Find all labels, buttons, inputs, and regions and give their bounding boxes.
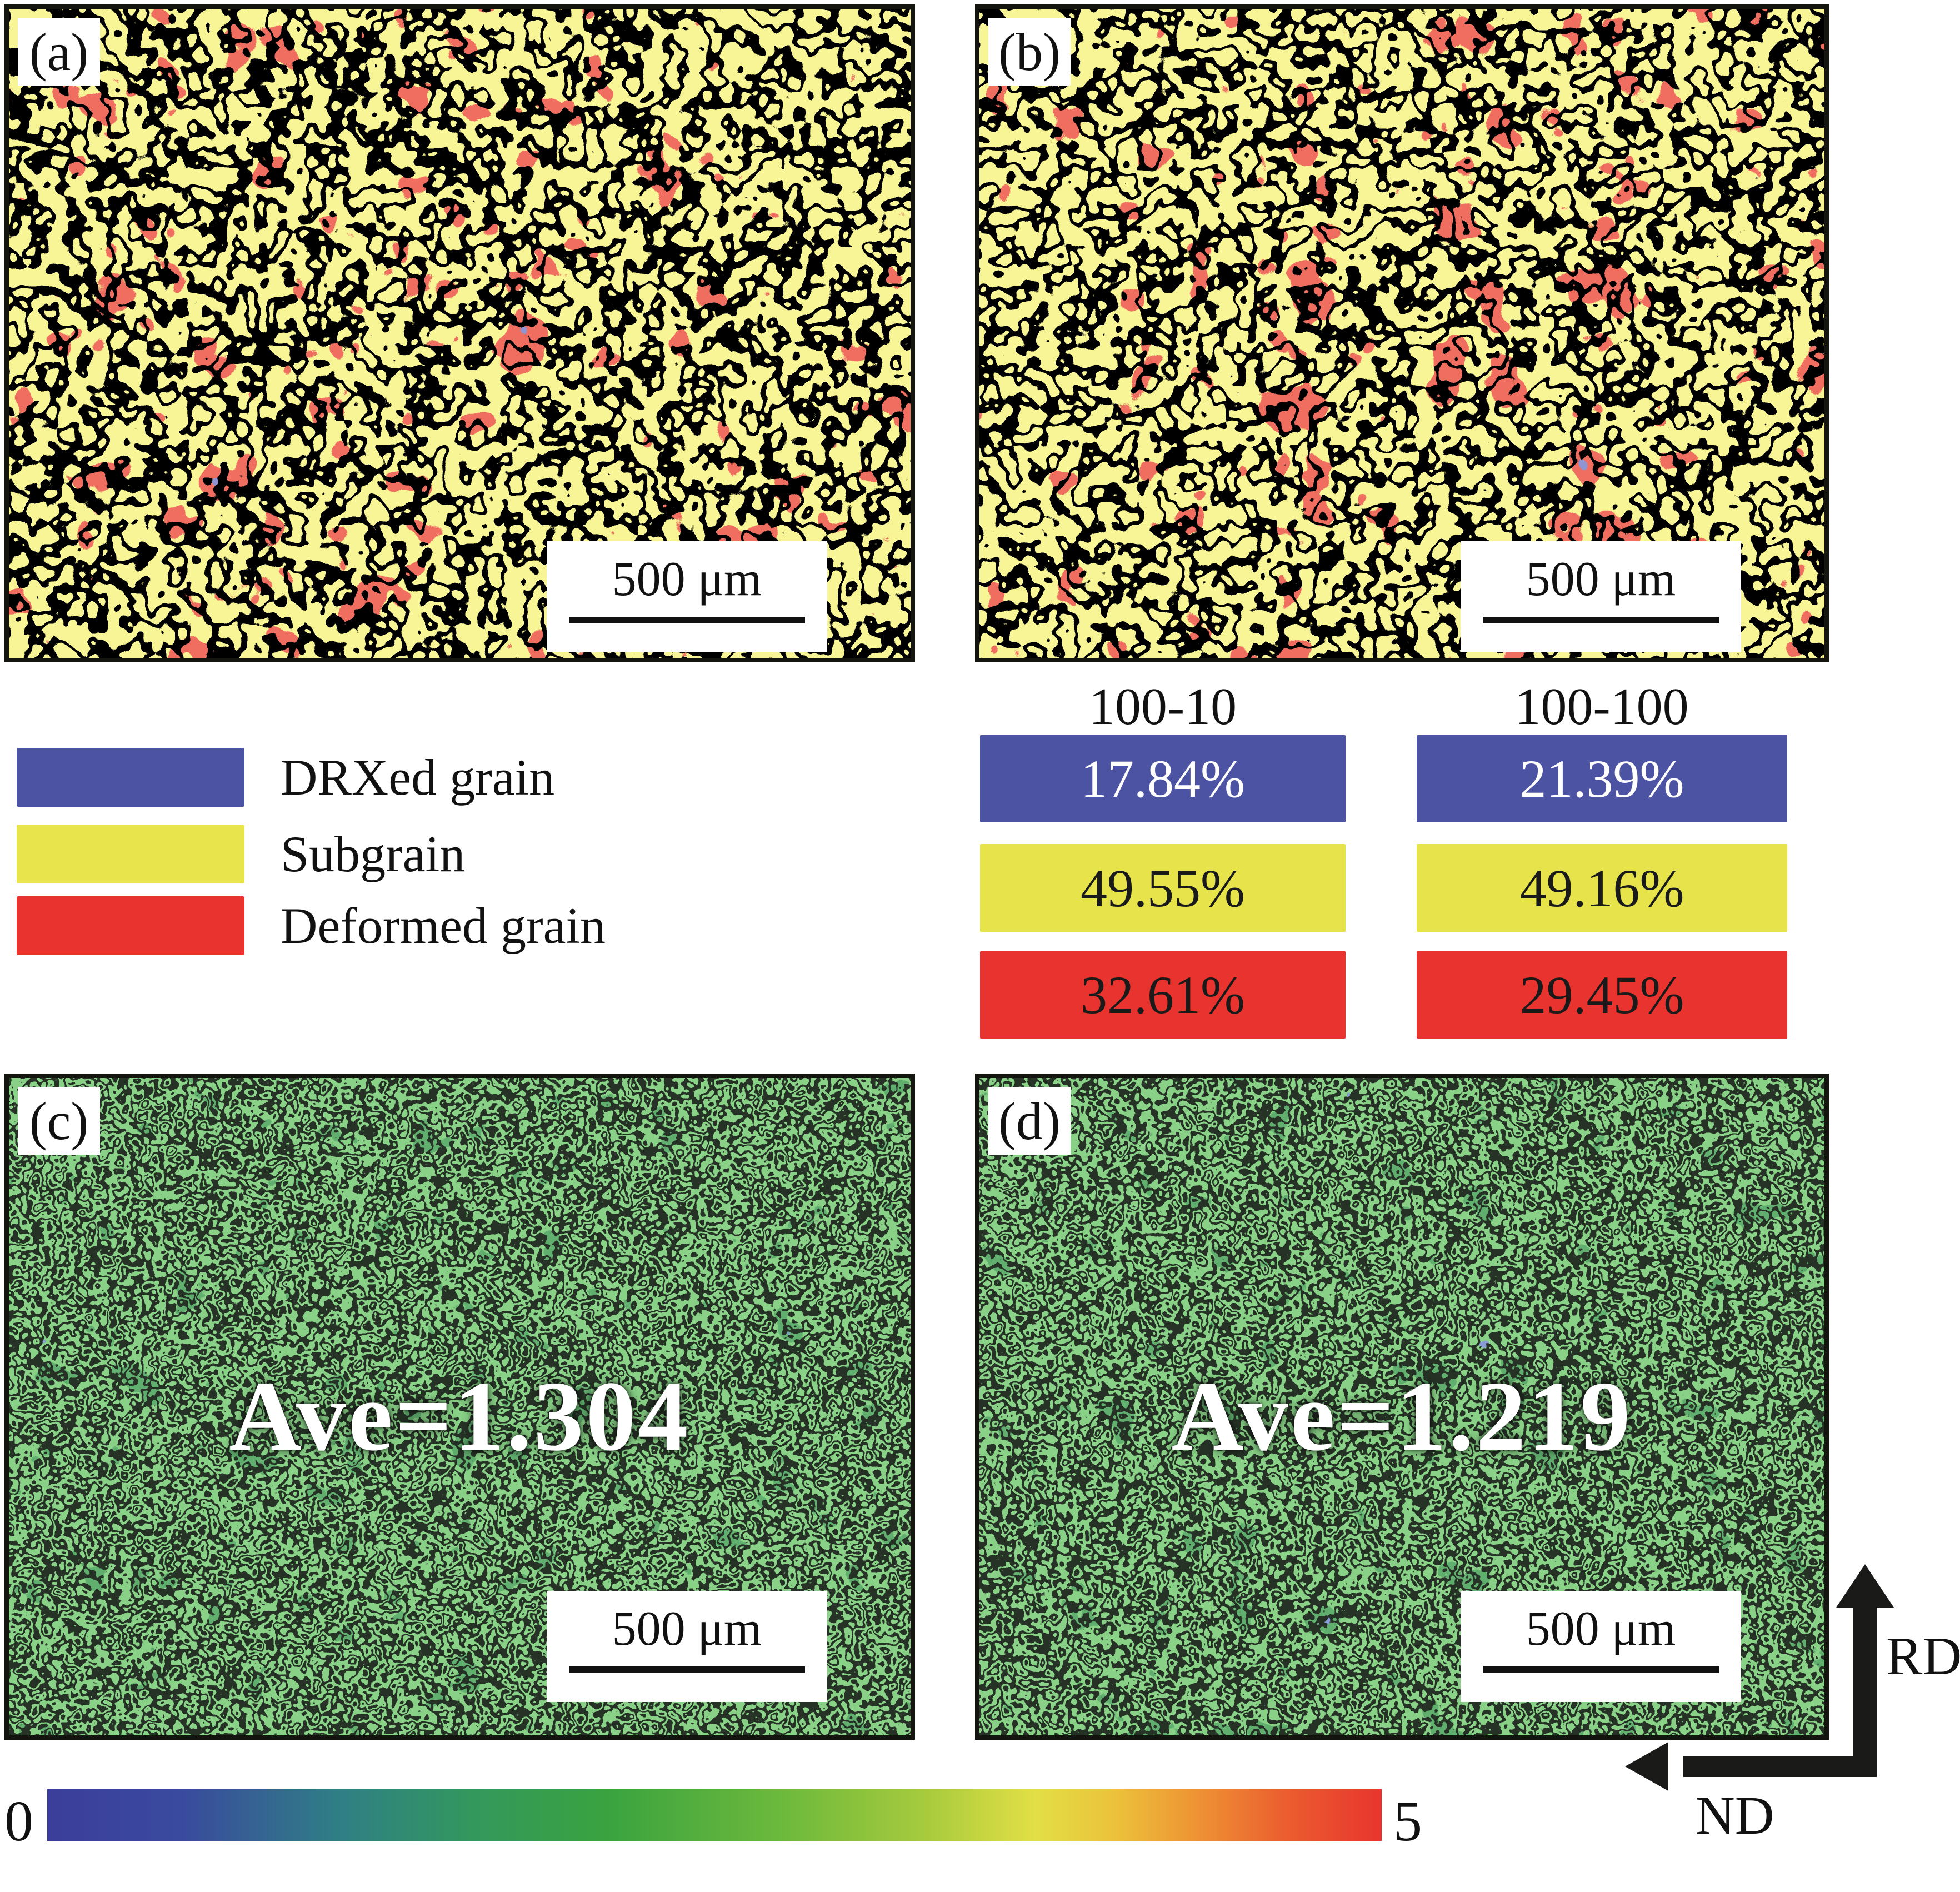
panel-b-label: (b) (988, 18, 1071, 86)
column-header-100-10: 100-10 (1088, 678, 1237, 736)
panel-b-scale-line (1483, 617, 1719, 623)
panel-a-grain-texture (9, 9, 911, 658)
column-header-100-100: 100-100 (1514, 678, 1689, 736)
bar-drxed-100-10: 17.84% (980, 735, 1346, 822)
bar-deformed-100-10: 32.61% (980, 951, 1346, 1039)
legend-item-deformed: Deformed grain (17, 896, 628, 955)
bar-deformed-100-100: 29.45% (1417, 951, 1787, 1039)
nd-arrow-body (1683, 1756, 1877, 1777)
panel-a-ebsd-map: (a) 500 μm (4, 4, 915, 662)
bar-subgrain-100-10: 49.55% (980, 844, 1346, 932)
panel-a-scalebar: 500 μm (547, 541, 827, 652)
colorbar-max-label: 5 (1393, 1789, 1422, 1853)
legend-item-drxed: DRXed grain (17, 748, 628, 807)
legend-label-deformed: Deformed grain (281, 897, 606, 954)
rd-arrow-up-icon (1836, 1564, 1894, 1608)
panel-b-scale-text: 500 μm (1526, 552, 1676, 606)
nd-axis-label: ND (1696, 1786, 1774, 1846)
bar-subgrain-100-100: 49.16% (1417, 844, 1787, 932)
legend-swatch-deformed (17, 896, 244, 955)
nd-arrow-left-icon (1625, 1742, 1668, 1791)
legend-label-subgrain: Subgrain (281, 826, 466, 882)
panel-c-scale-line (569, 1666, 805, 1673)
legend-swatch-drxed (17, 748, 244, 807)
panel-d-average-value: Ave=1.219 (1171, 1361, 1633, 1471)
rd-axis-label: RD (1886, 1626, 1960, 1686)
bar-drxed-100-100: 21.39% (1417, 735, 1787, 822)
panel-c-scalebar: 500 μm (547, 1591, 827, 1702)
panel-c-kam-map: Ave=1.304 (c) 500 μm (4, 1074, 915, 1740)
rd-arrow-body (1853, 1603, 1877, 1776)
panel-b-scalebar: 500 μm (1461, 541, 1741, 652)
panel-c-scale-text: 500 μm (612, 1602, 762, 1656)
panel-d-scale-line (1483, 1666, 1719, 1673)
panel-d-scalebar: 500 μm (1461, 1591, 1741, 1702)
legend-label-drxed: DRXed grain (281, 749, 555, 806)
panel-b-ebsd-map: (b) 500 μm (975, 4, 1829, 662)
panel-d-kam-map: Ave=1.219 (d) 500 μm (975, 1074, 1829, 1740)
legend-swatch-subgrain (17, 825, 244, 883)
panel-a-scale-text: 500 μm (612, 552, 762, 606)
colorbar-min-label: 0 (4, 1789, 33, 1853)
panel-a-scale-line (569, 617, 805, 623)
panel-d-scale-text: 500 μm (1526, 1602, 1676, 1656)
kam-colorbar-gradient (47, 1789, 1382, 1841)
panel-c-average-value: Ave=1.304 (229, 1361, 691, 1471)
panel-a-label: (a) (18, 18, 100, 86)
panel-d-label: (d) (988, 1087, 1071, 1155)
legend-item-subgrain: Subgrain (17, 825, 628, 883)
panel-c-label: (c) (18, 1087, 100, 1155)
